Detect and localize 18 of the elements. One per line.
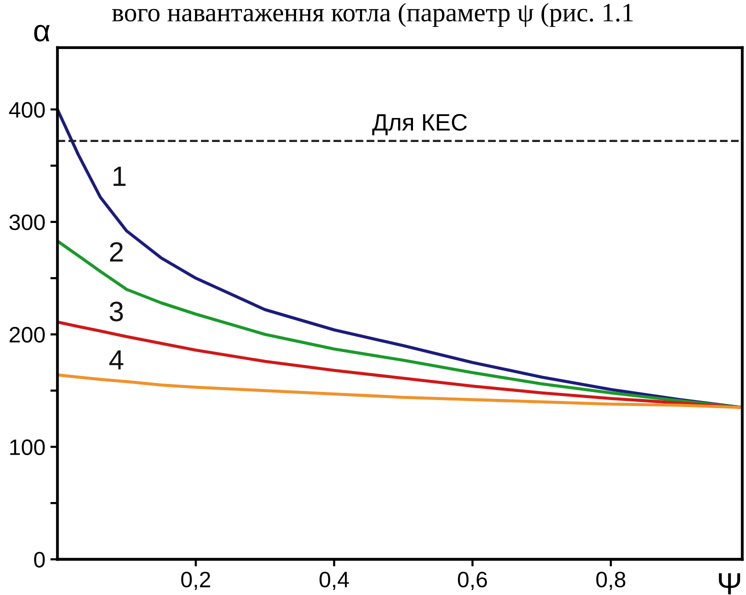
ref-line-label: Для КЕС	[372, 114, 467, 136]
y-tick-label: 200	[10, 326, 45, 343]
x-tick-label: 0,4	[320, 572, 349, 590]
y-tick-label: 400	[9, 102, 45, 118]
y-tick-label: 100	[10, 439, 45, 456]
line-series	[57, 373, 742, 410]
series-label: 3	[110, 302, 123, 322]
x-tick-label: 0,8	[596, 572, 626, 590]
series-label: 4	[109, 350, 124, 370]
series-label: 2	[110, 242, 123, 262]
x-axis-title: Ψ	[718, 573, 740, 594]
x-tick-label: 0,2	[181, 572, 210, 590]
y-tick-label: 0	[34, 552, 45, 568]
text: вого навантаження котла (параметр ψ (рис. 1.1	[112, 2, 633, 27]
x-tick-label: 0,6	[458, 572, 487, 590]
y-axis-title: α	[34, 24, 50, 42]
y-tick-label: 300	[9, 214, 45, 230]
series-label: 1	[114, 166, 126, 186]
